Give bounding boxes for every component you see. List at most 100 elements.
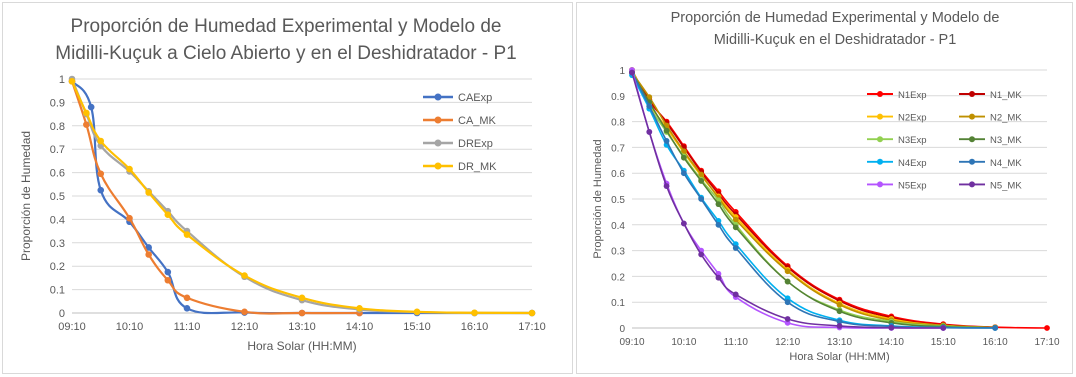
data-point (646, 129, 653, 135)
x-tick-label: 15:10 (403, 321, 431, 333)
data-point (145, 251, 152, 258)
y-tick-label: 0.9 (50, 97, 65, 109)
data-point (528, 309, 536, 317)
y-tick-label: 0.8 (611, 118, 625, 129)
chart-left: Proporción de Humedad Experimental y Mod… (19, 16, 546, 353)
legend-marker (877, 136, 883, 143)
chart-title-line: Midilli-Kuçuk en el Deshidratador - P1 (714, 32, 957, 48)
data-point (784, 268, 791, 275)
legend-label: DRExp (458, 138, 493, 150)
data-point (732, 245, 739, 251)
data-point (698, 171, 705, 178)
y-tick-label: 0.4 (50, 214, 65, 226)
data-point (680, 170, 687, 177)
y-tick-label: 0.2 (611, 272, 625, 283)
data-point (715, 221, 722, 228)
data-point (732, 224, 739, 231)
data-point (698, 251, 705, 258)
chart-panel-right: Proporción de Humedad Experimental y Mod… (576, 2, 1073, 374)
x-tick-label: 16:10 (461, 321, 489, 333)
chart-title-line: Proporción de Humedad Experimental y Mod… (71, 16, 502, 37)
chart-title-line: Proporción de Humedad Experimental y Mod… (671, 10, 1000, 26)
x-axis-label: Hora Solar (HH:MM) (247, 339, 356, 353)
data-point (97, 186, 105, 194)
legend-marker (877, 113, 883, 120)
data-point (663, 183, 670, 190)
y-tick-label: 0.1 (50, 285, 65, 297)
y-tick-label: 0 (59, 308, 65, 320)
legend-label: N4_MK (990, 158, 1022, 169)
data-point (87, 103, 95, 111)
data-point (836, 323, 843, 329)
y-tick-label: 0.5 (50, 191, 65, 203)
data-point (1044, 325, 1050, 331)
data-point (183, 231, 191, 238)
legend-label: CA_MK (458, 115, 497, 127)
legend-marker (969, 181, 975, 188)
y-tick-label: 0.6 (50, 168, 65, 180)
x-tick-label: 11:10 (174, 321, 201, 333)
legend-marker (877, 158, 883, 165)
y-tick-label: 0.8 (50, 121, 65, 133)
data-point (663, 127, 670, 134)
data-point (97, 137, 105, 145)
data-point (698, 178, 705, 184)
x-tick-label: 10:10 (671, 337, 696, 348)
y-tick-label: 1 (619, 66, 625, 77)
legend-marker (969, 158, 975, 165)
chart-panel-left: Proporción de Humedad Experimental y Mod… (2, 2, 573, 374)
data-point (992, 325, 999, 331)
x-tick-label: 10:10 (116, 321, 144, 333)
legend-marker (434, 162, 442, 170)
x-tick-label: 14:10 (346, 321, 374, 333)
chart-title-line: Midilli-Kuçuk a Cielo Abierto y en el De… (55, 43, 517, 64)
x-tick-label: 12:10 (231, 321, 259, 333)
x-tick-label: 09:10 (619, 337, 644, 348)
data-point (164, 211, 172, 219)
data-point (836, 301, 843, 308)
data-point (145, 189, 152, 196)
y-tick-label: 0.3 (611, 247, 625, 258)
legend-label: DR_MK (458, 161, 497, 173)
data-point (629, 69, 635, 76)
data-point (126, 165, 133, 173)
data-point (183, 305, 191, 312)
data-point (298, 294, 306, 302)
legend-label: N1_MK (990, 90, 1022, 101)
x-tick-label: 12:10 (775, 337, 800, 348)
legend-label: N1Exp (898, 90, 927, 101)
y-tick-label: 0.9 (611, 92, 625, 103)
data-point (888, 324, 895, 331)
legend-label: N5Exp (898, 180, 927, 191)
y-tick-label: 0.3 (50, 238, 65, 250)
data-point (68, 78, 76, 85)
x-tick-label: 11:10 (724, 337, 749, 348)
x-tick-label: 15:10 (931, 337, 956, 348)
x-tick-label: 16:10 (983, 337, 1008, 348)
x-tick-label: 09:10 (58, 321, 86, 333)
data-point (83, 109, 90, 117)
legend-marker (969, 91, 975, 97)
data-point (413, 308, 421, 316)
y-tick-label: 0.2 (50, 261, 65, 273)
data-point (715, 201, 722, 208)
data-point (164, 276, 172, 284)
y-axis-label: Proporción de Humedad (19, 131, 33, 261)
chart-right: Proporción de Humedad Experimental y Mod… (592, 10, 1060, 363)
legend-marker (969, 113, 975, 120)
x-tick-label: 17:10 (1034, 337, 1059, 348)
y-tick-label: 0.7 (611, 143, 625, 154)
y-tick-label: 0 (619, 324, 625, 335)
y-axis-label: Proporción de Humedad (592, 139, 604, 258)
y-tick-label: 0.4 (611, 221, 625, 232)
data-point (680, 148, 687, 155)
data-point (732, 291, 739, 298)
data-point (698, 196, 705, 202)
legend-marker (434, 93, 442, 101)
data-point (356, 305, 363, 312)
y-tick-label: 0.7 (50, 144, 65, 156)
legend-label: N2Exp (898, 113, 927, 124)
data-point (836, 318, 843, 325)
x-tick-label: 13:10 (288, 321, 316, 333)
data-point (715, 274, 722, 281)
